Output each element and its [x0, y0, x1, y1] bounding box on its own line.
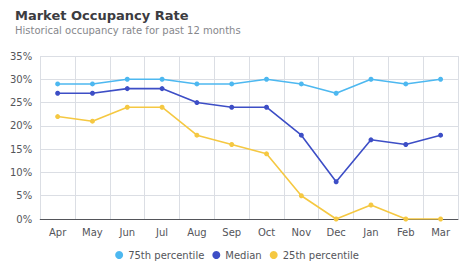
svg-text:Jun: Jun	[118, 227, 135, 238]
svg-text:Mar: Mar	[431, 227, 451, 238]
svg-text:Nov: Nov	[292, 227, 312, 238]
svg-text:Historical occupancy rate for: Historical occupancy rate for past 12 mo…	[15, 25, 241, 36]
svg-text:20%: 20%	[10, 120, 32, 131]
svg-text:30%: 30%	[10, 74, 32, 85]
svg-text:Sep: Sep	[222, 227, 241, 238]
svg-text:15%: 15%	[10, 144, 32, 155]
svg-text:Oct: Oct	[258, 227, 275, 238]
svg-text:25th percentile: 25th percentile	[283, 250, 359, 261]
svg-text:Apr: Apr	[49, 227, 67, 238]
svg-text:Median: Median	[225, 250, 261, 261]
svg-text:Feb: Feb	[397, 227, 415, 238]
svg-text:Jul: Jul	[155, 227, 168, 238]
svg-text:Aug: Aug	[187, 227, 207, 238]
svg-text:Market Occupancy Rate: Market Occupancy Rate	[15, 8, 189, 23]
svg-text:May: May	[82, 227, 103, 238]
svg-text:35%: 35%	[10, 51, 32, 62]
svg-text:Dec: Dec	[326, 227, 345, 238]
svg-text:10%: 10%	[10, 167, 32, 178]
svg-text:25%: 25%	[10, 97, 32, 108]
svg-text:75th percentile: 75th percentile	[128, 250, 204, 261]
svg-text:0%: 0%	[16, 214, 32, 225]
svg-text:Jan: Jan	[362, 227, 378, 238]
svg-text:5%: 5%	[16, 190, 32, 201]
